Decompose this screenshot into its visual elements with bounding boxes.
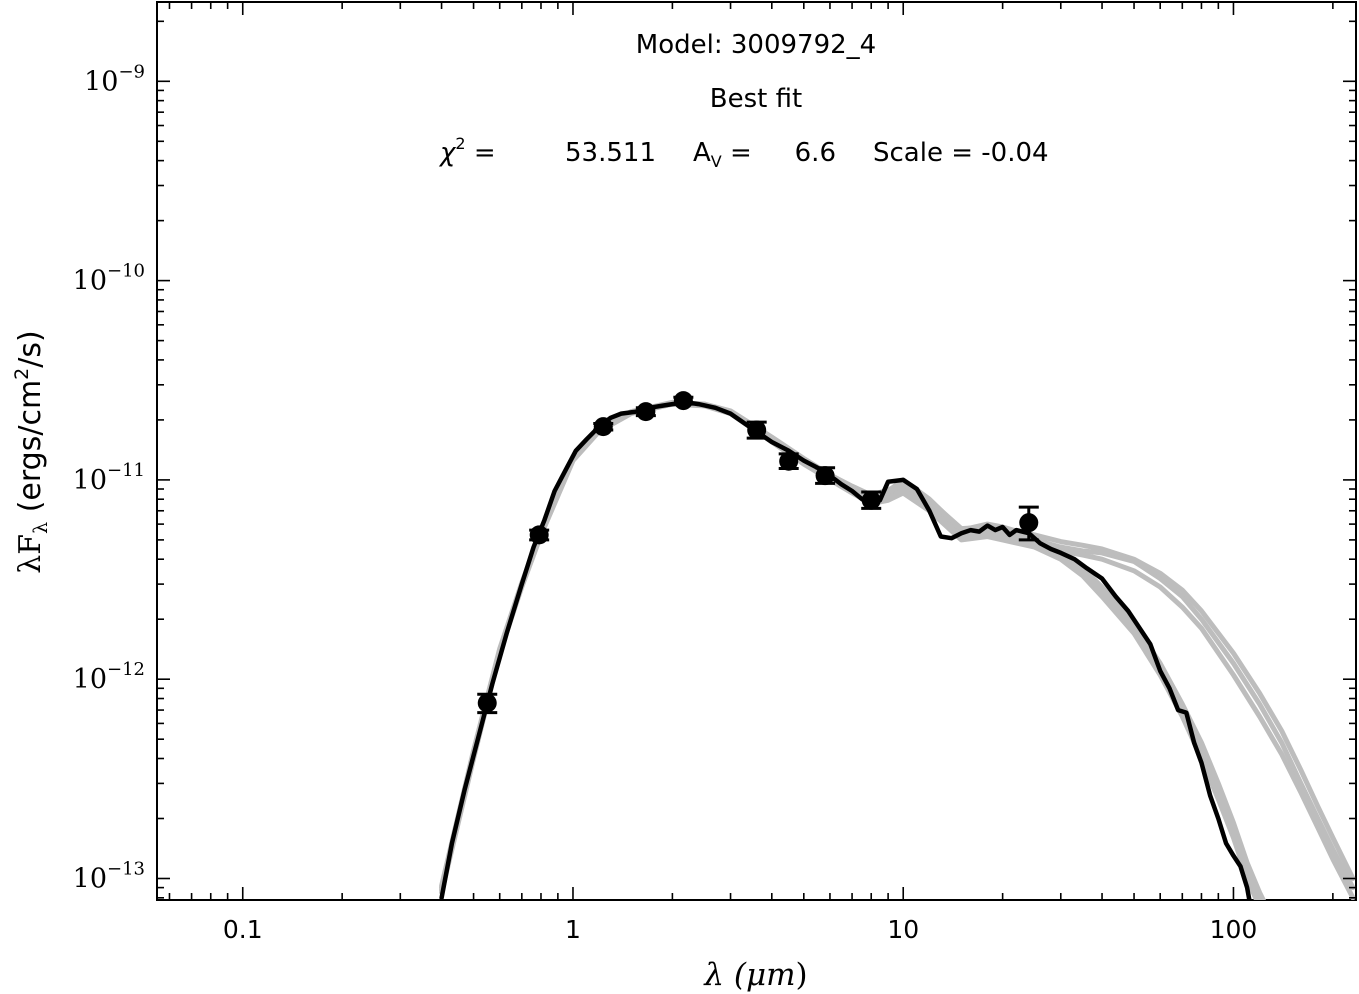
- plot-frame: [156, 1, 1357, 901]
- data-point-marker: [815, 466, 835, 486]
- y-axis-label-end: /s): [13, 330, 48, 367]
- data-point-marker: [529, 525, 549, 545]
- y-axis-label-sub: λ: [30, 522, 52, 534]
- data-point-marker: [861, 490, 881, 510]
- chi2-equals: =: [466, 138, 496, 168]
- data-point-marker: [477, 693, 497, 713]
- data-point-5: [673, 391, 694, 411]
- x-tick-label: 10: [887, 915, 919, 944]
- x-axis-label-unit: μm: [746, 957, 796, 993]
- data-point-9: [861, 490, 882, 510]
- av-value: 6.6: [795, 138, 836, 168]
- y-axis-label-sup: 2: [11, 368, 33, 380]
- best-fit-line: [439, 400, 1252, 900]
- chi2-label: χ2 =: [438, 134, 496, 168]
- y-tick-label: 10−11: [73, 460, 145, 496]
- y-axis-label: λFλ (ergs/cm2/s): [11, 330, 52, 573]
- y-tick-label: 10−12: [73, 659, 145, 695]
- scale-label: Scale = -0.04: [873, 138, 1049, 168]
- y-axis-label-main: λF: [13, 534, 48, 574]
- av-subscript: V: [711, 152, 722, 171]
- data-point-marker: [1019, 513, 1039, 533]
- data-point-7: [778, 451, 799, 471]
- data-point-1: [477, 692, 498, 715]
- chart-title-model: Model: 3009792_4: [636, 30, 876, 60]
- chart-title-fit: Best fit: [710, 84, 802, 114]
- other-fit-line-6: [439, 400, 1264, 900]
- x-tick-label: 100: [1210, 915, 1258, 944]
- data-point-2: [529, 525, 550, 545]
- y-axis-label-mid: (ergs/cm: [13, 380, 48, 522]
- data-point-marker: [673, 391, 693, 411]
- data-point-marker: [747, 420, 767, 440]
- y-tick-label: 10−9: [84, 61, 145, 97]
- data-point-8: [815, 466, 836, 486]
- y-tick-label: 10−13: [73, 858, 145, 894]
- chi2-symbol: χ: [438, 138, 457, 168]
- x-tick-label: 1: [565, 915, 581, 944]
- x-axis-label: λ (μm): [702, 957, 807, 993]
- av-equals: =: [722, 138, 752, 168]
- av-symbol: A: [693, 138, 711, 168]
- chi2-value: 53.511: [565, 138, 656, 168]
- best-fit-layer: [439, 400, 1252, 900]
- x-axis-label-prefix: λ (: [702, 957, 747, 993]
- data-point-3: [593, 417, 614, 437]
- data-point-6: [746, 420, 767, 440]
- x-axis-label-suffix: ): [796, 957, 808, 993]
- x-tick-label: 0.1: [223, 915, 263, 944]
- ticks-layer: 0.1 1 10 100 10−13 10−12 10−11 10−10 10−9: [73, 2, 1356, 944]
- data-point-marker: [636, 402, 656, 422]
- chi2-exponent: 2: [455, 134, 465, 153]
- y-tick-label: 10−10: [73, 261, 145, 297]
- av-label: AV =: [693, 138, 752, 171]
- data-point-10: [1018, 505, 1039, 542]
- data-point-marker: [593, 417, 613, 437]
- data-point-marker: [779, 451, 799, 471]
- data-point-4: [635, 402, 656, 422]
- observed-points-layer: [477, 391, 1039, 715]
- other-fit-line-4: [439, 401, 1356, 900]
